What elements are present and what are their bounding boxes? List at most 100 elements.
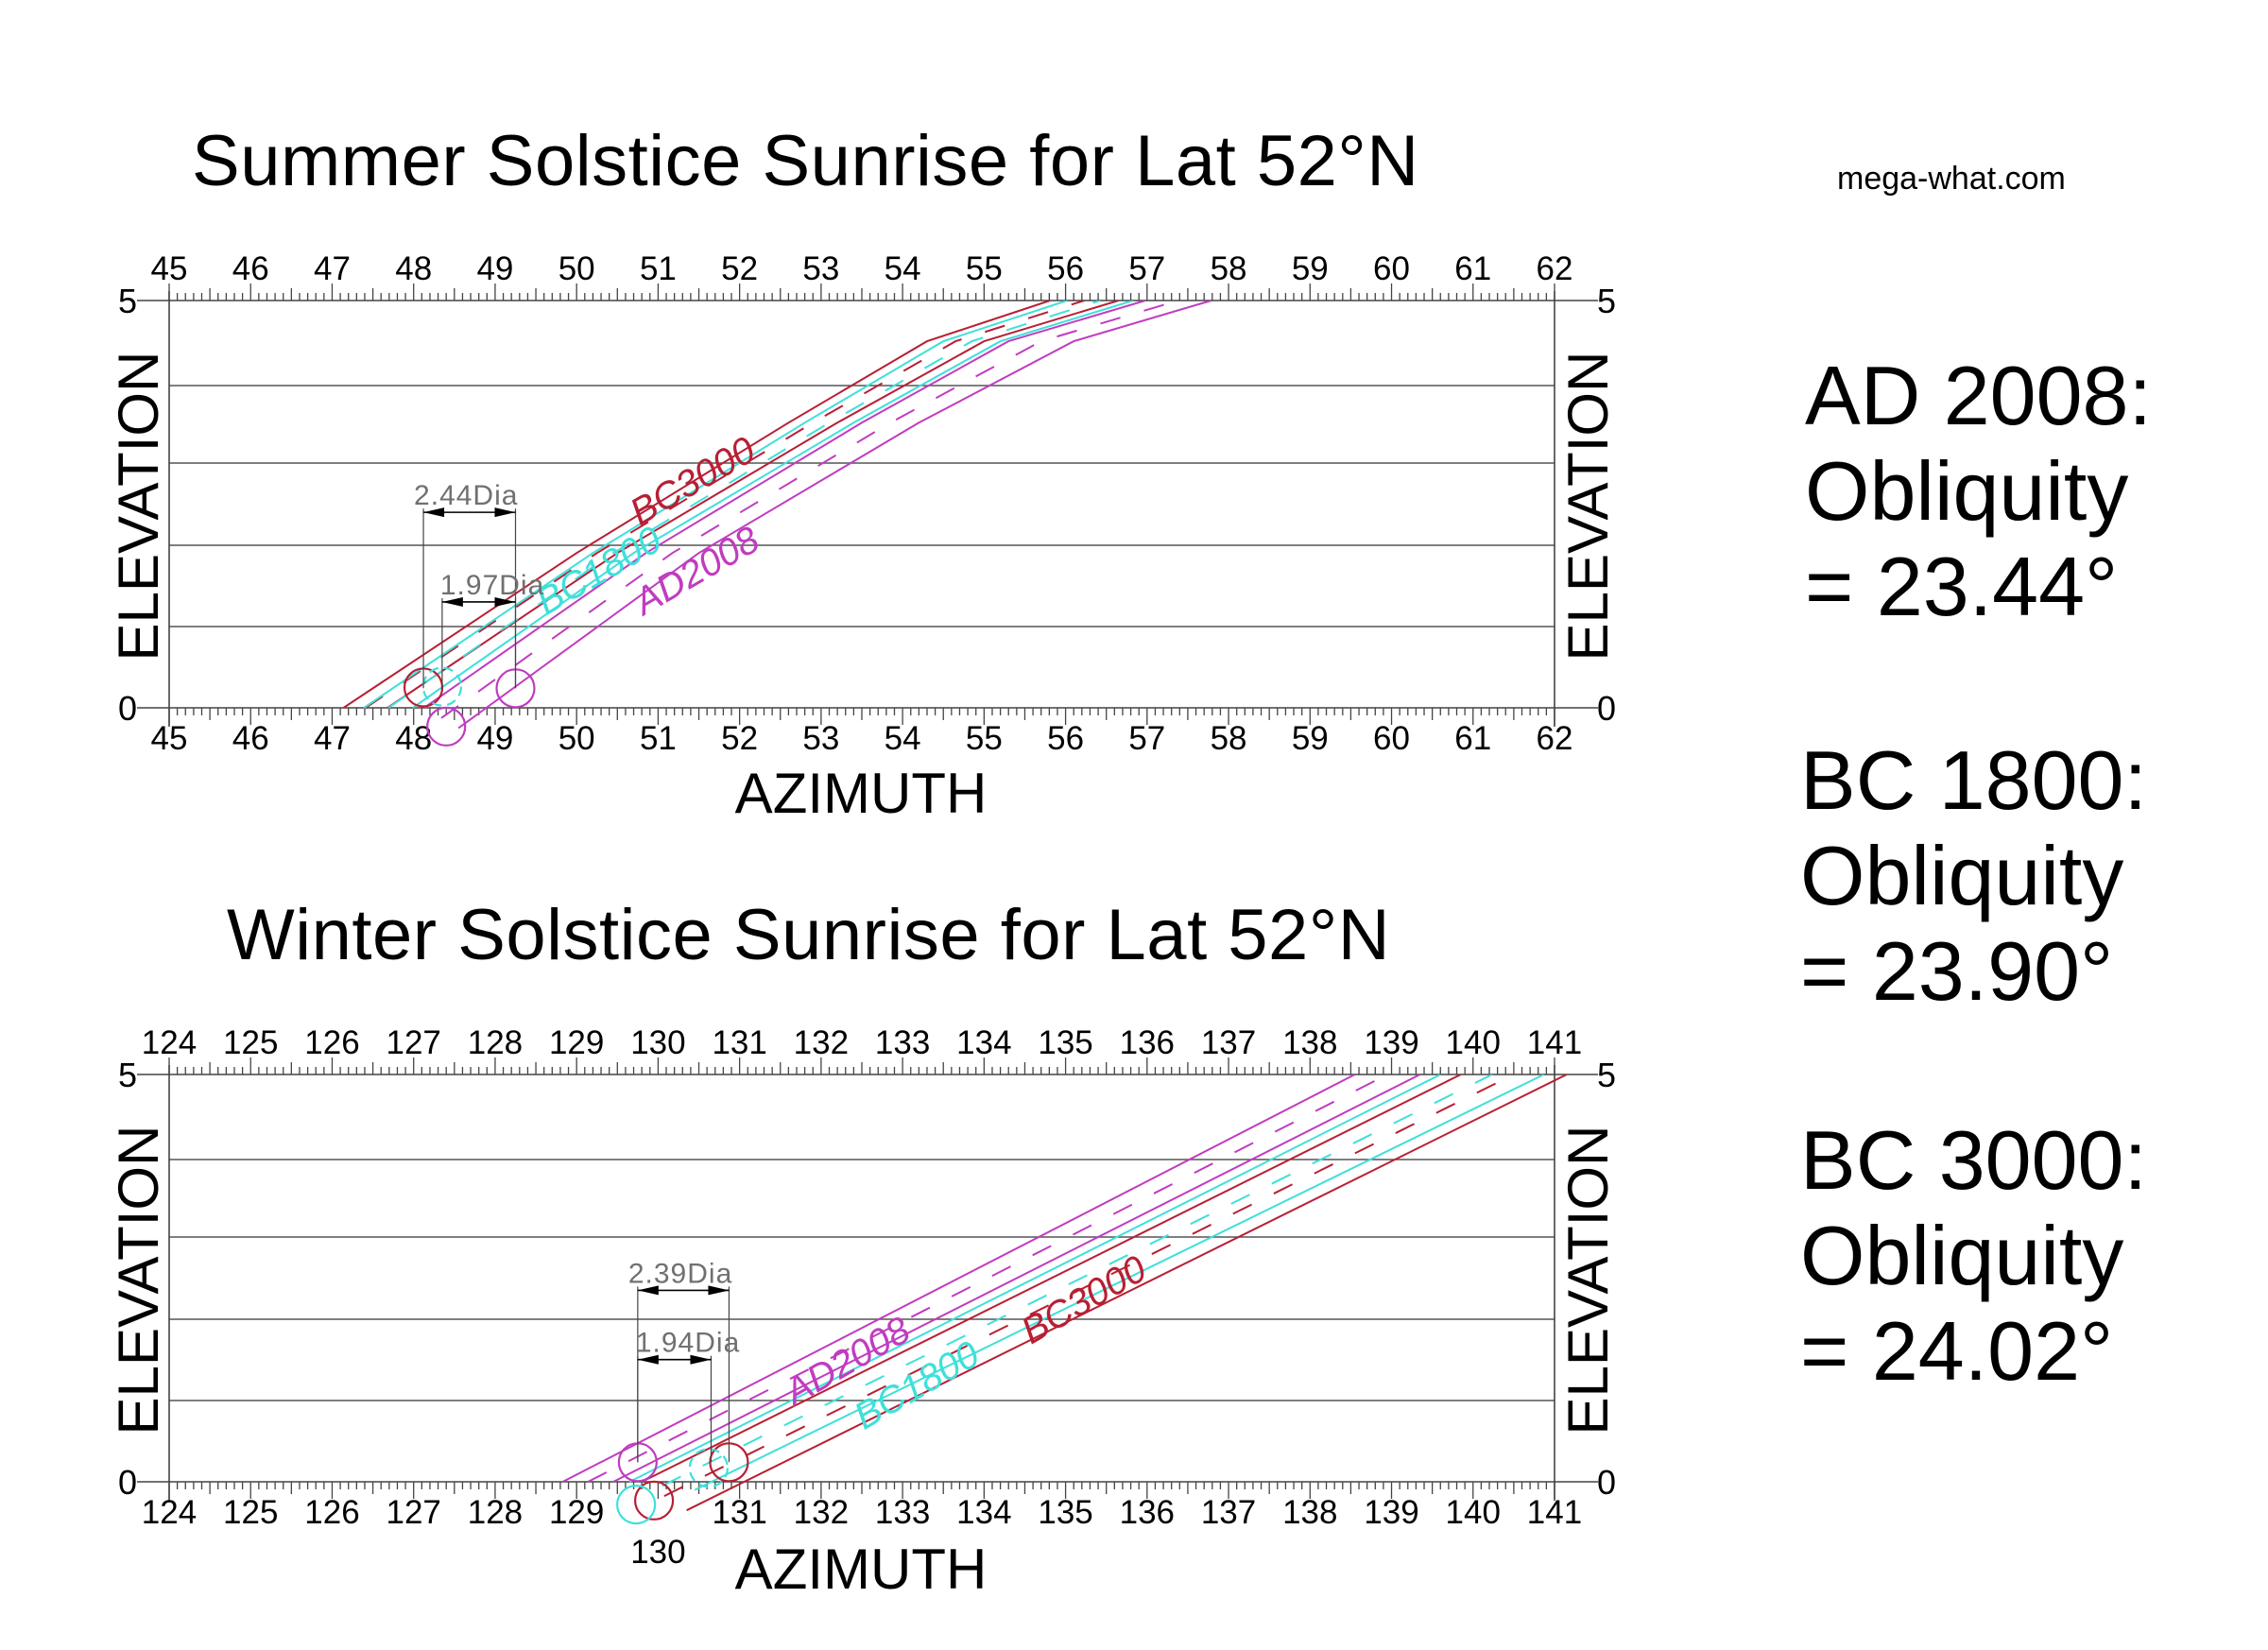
obliquity-note-caption: Obliquity <box>1800 1209 2124 1302</box>
band-lower-edge <box>387 301 1119 709</box>
sun-disc-icon <box>633 1480 675 1521</box>
bottom-tick-label: 60 <box>1373 720 1410 757</box>
dimension-annotation: 1.94Dia <box>636 1328 739 1463</box>
arrow-right-icon <box>690 1354 712 1365</box>
bottom-tick-label: 53 <box>802 720 839 757</box>
left-elevation-axis-title: ELEVATION <box>107 352 170 662</box>
obliquity-note-value: = 23.44° <box>1805 540 2119 633</box>
top-tick-label: 126 <box>304 1024 359 1061</box>
sun-disc-icon <box>616 1485 657 1525</box>
top-tick-label: 49 <box>476 250 513 287</box>
obliquity-note-ad2008: AD 2008: Obliquity = 23.44° <box>1805 348 2152 634</box>
dimension-annotation: 1.97Dia <box>440 570 543 689</box>
right-elevation-tick: 5 <box>1597 282 1616 320</box>
bottom-tick-label: 58 <box>1211 720 1247 757</box>
top-tick-label: 53 <box>802 250 839 287</box>
arrow-left-icon <box>423 507 445 518</box>
band-lower-edge <box>457 301 1212 730</box>
bottom-tick-label: 56 <box>1047 720 1084 757</box>
top-tick-label: 45 <box>151 250 188 287</box>
band-lower-edge <box>694 1074 1545 1491</box>
band-upper-edge <box>562 1074 1356 1483</box>
top-tick-label: 125 <box>223 1024 278 1061</box>
top-tick-label: 139 <box>1364 1024 1418 1061</box>
bottom-tick-label: 50 <box>558 720 595 757</box>
top-tick-label: 47 <box>314 250 351 287</box>
top-tick-label: 55 <box>966 250 1003 287</box>
bottom-tick-label: 131 <box>712 1494 766 1531</box>
dimension-annotation: 2.44Dia <box>414 480 518 689</box>
right-elevation-tick: 0 <box>1597 1463 1616 1502</box>
arrow-right-icon <box>494 507 516 518</box>
band-upper-edge <box>423 301 1146 709</box>
left-elevation-axis-title: ELEVATION <box>107 1126 170 1435</box>
summer-chart-title: Summer Solstice Sunrise for Lat 52°N <box>192 121 1419 201</box>
bottom-tick-label: 141 <box>1527 1494 1582 1531</box>
top-tick-label: 59 <box>1292 250 1329 287</box>
band-lower-edge <box>412 301 1134 709</box>
series-bc3000 <box>641 1074 1568 1512</box>
sun-disc-icon <box>421 666 462 707</box>
obliquity-note-bc1800: BC 1800: Obliquity = 23.90° <box>1800 732 2147 1019</box>
right-elevation-tick: 0 <box>1597 689 1616 728</box>
top-tick-label: 132 <box>794 1024 849 1061</box>
top-tick-label: 133 <box>875 1024 930 1061</box>
band-center-dashed <box>440 301 1179 719</box>
top-tick-label: 124 <box>142 1024 197 1061</box>
bottom-tick-label: 46 <box>232 720 269 757</box>
top-tick-label: 51 <box>640 250 677 287</box>
band-upper-edge <box>641 1074 1462 1483</box>
bottom-tick-label: 59 <box>1292 720 1329 757</box>
top-tick-label: 57 <box>1128 250 1165 287</box>
offset-tick-label: 130 <box>630 1534 685 1571</box>
bottom-tick-label: 137 <box>1201 1494 1256 1531</box>
bottom-tick-label: 129 <box>549 1494 604 1531</box>
obliquity-note-value: = 24.02° <box>1800 1304 2114 1398</box>
obliquity-note-value: = 23.90° <box>1800 924 2114 1018</box>
band-center-dashed <box>663 1074 1515 1497</box>
bottom-tick-label: 61 <box>1454 720 1491 757</box>
bottom-tick-label: 139 <box>1364 1494 1418 1531</box>
series-ad2008 <box>423 301 1212 730</box>
sun-disc-icon <box>688 1448 729 1488</box>
top-tick-label: 130 <box>630 1024 685 1061</box>
bottom-tick-label: 45 <box>151 720 188 757</box>
azimuth-ticks <box>168 1057 1555 1499</box>
top-tick-label: 137 <box>1201 1024 1256 1061</box>
arrow-right-icon <box>494 596 516 607</box>
top-tick-label: 140 <box>1446 1024 1501 1061</box>
site-watermark: mega-what.com <box>1837 161 2066 197</box>
dimension-annotation: 2.39Dia <box>628 1258 732 1463</box>
left-elevation-tick: 5 <box>118 282 137 320</box>
band-upper-edge <box>363 301 1068 709</box>
dimension-label: 2.39Dia <box>628 1258 732 1289</box>
bottom-tick-label: 133 <box>875 1494 930 1531</box>
bottom-tick-label: 132 <box>794 1494 849 1531</box>
bottom-tick-label: 49 <box>476 720 513 757</box>
bottom-tick-label: 124 <box>142 1494 197 1531</box>
top-tick-label: 48 <box>395 250 432 287</box>
winter-solstice-chart: 124 124 125 125 126 126 127 127 128 128 129 129 130 1… <box>107 1024 1620 1601</box>
azimuth-axis-title: AZIMUTH <box>735 762 988 825</box>
arrow-right-icon <box>708 1285 730 1296</box>
bottom-tick-label: 140 <box>1446 1494 1501 1531</box>
top-tick-label: 62 <box>1537 250 1573 287</box>
azimuth-ticks <box>168 284 1555 725</box>
plot-area <box>562 1074 1568 1512</box>
obliquity-note-bc3000: BC 3000: Obliquity = 24.02° <box>1800 1112 2147 1399</box>
top-tick-label: 61 <box>1454 250 1491 287</box>
top-tick-label: 54 <box>885 250 921 287</box>
top-tick-label: 131 <box>712 1024 766 1061</box>
bottom-tick-label: 57 <box>1128 720 1165 757</box>
bottom-tick-label: 126 <box>304 1494 359 1531</box>
bottom-tick-label: 48 <box>395 720 432 757</box>
left-elevation-tick: 5 <box>118 1056 137 1094</box>
left-elevation-tick: 0 <box>118 1463 137 1502</box>
top-tick-label: 52 <box>721 250 758 287</box>
bottom-tick-label: 135 <box>1038 1494 1092 1531</box>
band-center-dashed <box>662 1074 1493 1487</box>
bottom-tick-label: 47 <box>314 720 351 757</box>
dimension-label: 2.44Dia <box>414 480 518 511</box>
band-center-dashed <box>587 1074 1388 1483</box>
